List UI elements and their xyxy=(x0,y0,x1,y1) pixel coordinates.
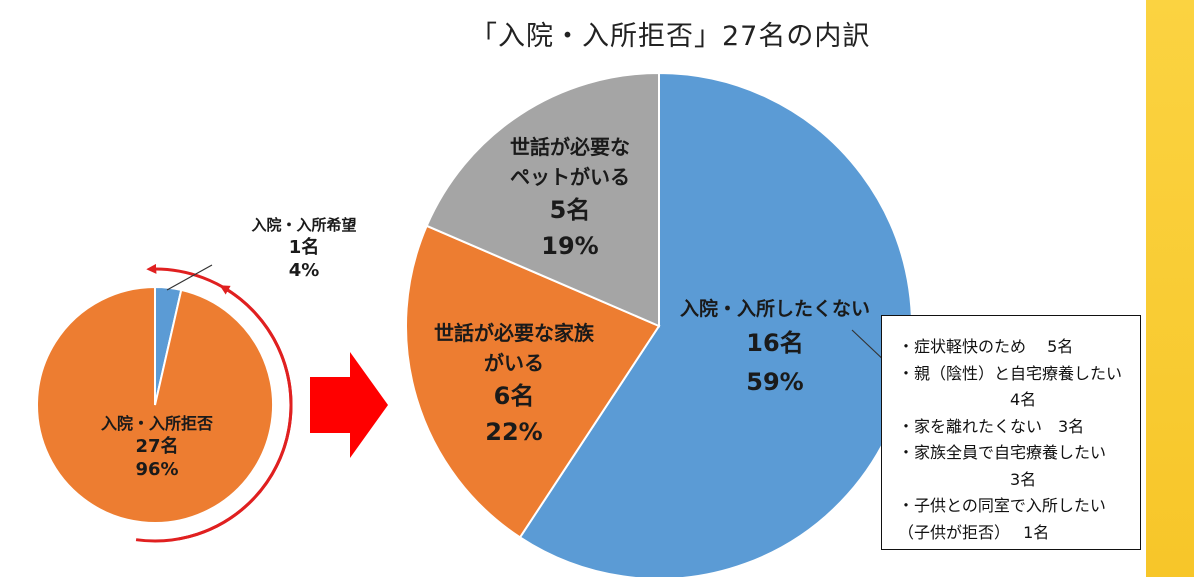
breakdown-line-3: 4名 xyxy=(898,390,1037,409)
big-pie-label-pet: 世話が必要な ペットがいる 5名 19% xyxy=(480,132,660,264)
breakdown-line-5: ・家族全員で自宅療養したい xyxy=(898,443,1107,462)
big-pie-family-count: 6名 xyxy=(493,382,535,410)
small-pie-refuse-count: 27名 xyxy=(135,435,179,457)
big-pie-family-percent: 22% xyxy=(485,418,543,446)
big-pie-pet-name-1: 世話が必要な xyxy=(510,135,630,159)
breakdown-box: ・症状軽快のため 5名 ・親（陰性）と自宅療養したい 4名 ・家を離れたくない … xyxy=(881,315,1141,550)
big-pie-slice-3 xyxy=(425,71,660,328)
big-pie-slice-2 xyxy=(405,224,661,539)
breakdown-line-2: ・親（陰性）と自宅療養したい xyxy=(898,363,1123,383)
breakdown-line-6: 3名 xyxy=(898,469,1037,489)
big-pie-pet-name-2: ペットがいる xyxy=(510,165,630,189)
big-pie-family-name-2: がいる xyxy=(484,351,544,375)
big-pie-label-family: 世話が必要な家族 がいる 6名 22% xyxy=(414,318,614,450)
small-pie-refuse-percent: 96% xyxy=(135,459,179,481)
ring-arrow-right xyxy=(178,285,293,541)
small-pie-label-refuse: 入院・入所拒否 27名 96% xyxy=(92,414,222,482)
small-pie-refuse-name: 入院・入所拒否 xyxy=(100,414,213,433)
small-pie-wish-percent: 4% xyxy=(288,259,320,281)
big-pie-dont-want-percent: 59% xyxy=(746,367,804,396)
big-pie-family-name-1: 世話が必要な家族 xyxy=(434,321,594,345)
breakdown-line-8: （子供が拒否） 1名 xyxy=(898,522,1050,542)
big-pie-pet-percent: 19% xyxy=(541,232,599,260)
small-pie-wish-name: 入院・入所希望 xyxy=(251,216,357,234)
big-pie-dont-want-count: 16名 xyxy=(746,329,804,358)
breakdown-line-7: ・子供との同室で入所したい xyxy=(898,496,1106,515)
breakdown-line-4: ・家を離れたくない 3名 xyxy=(898,416,1085,436)
small-pie-leader-line xyxy=(166,264,213,291)
chart-title: 「入院・入所拒否」27名の内訳 xyxy=(470,21,871,52)
big-pie-pet-count: 5名 xyxy=(549,196,591,224)
small-pie-label-wish: 入院・入所希望 1名 4% xyxy=(234,216,374,282)
breakdown-line-1: ・症状軽快のため 5名 xyxy=(898,337,1074,356)
small-pie-ring-arrows xyxy=(135,263,293,543)
yellow-side-bar xyxy=(1146,0,1194,577)
small-pie xyxy=(36,285,274,524)
small-pie-wish-count: 1名 xyxy=(288,236,320,258)
big-pie-label-dont-want: 入院・入所したくない 16名 59% xyxy=(660,294,890,401)
big-pie-dont-want-name: 入院・入所したくない xyxy=(679,298,870,320)
big-right-arrow xyxy=(310,352,388,458)
small-pie-slice-2 xyxy=(36,285,274,524)
